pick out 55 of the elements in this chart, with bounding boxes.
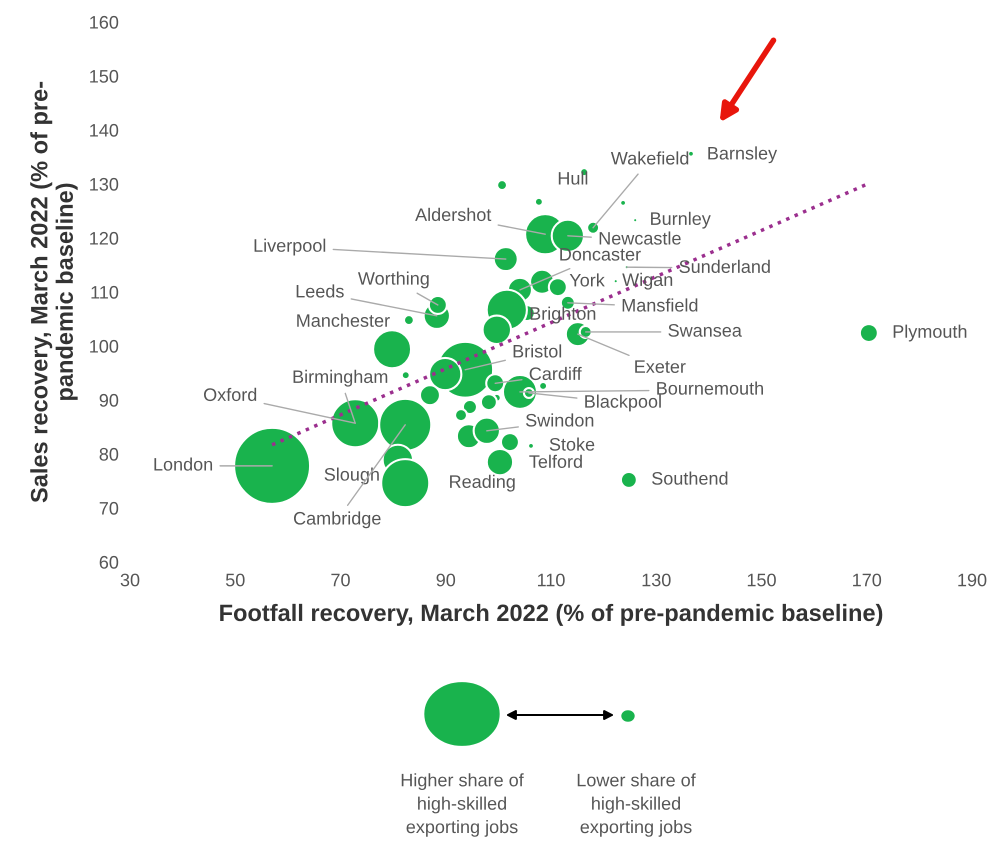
- y-tick-label: 80: [100, 448, 118, 461]
- annotation: Blackpool: [585, 394, 661, 412]
- x-axis-title: Footfall recovery, March 2022 (% of pre-pandemic baseline): [220, 604, 882, 626]
- annotation: Swansea: [668, 324, 742, 337]
- annotation: Burnley: [651, 212, 711, 229]
- annotation: Reading: [450, 474, 515, 492]
- annotation: Cambridge: [294, 511, 381, 528]
- annotation: Slough: [324, 468, 379, 484]
- annotation: Leeds: [296, 284, 344, 298]
- annotation: London: [154, 457, 212, 471]
- x-tick-label: 70: [331, 574, 350, 586]
- y-tick-label: 70: [100, 502, 118, 515]
- y-tick-label: 150: [90, 70, 118, 83]
- x-tick-label: 190: [958, 574, 986, 586]
- annotation: Exeter: [635, 360, 686, 373]
- annotation: Liverpool: [254, 238, 326, 256]
- x-tick-label: 150: [748, 574, 776, 586]
- x-tick-label: 30: [120, 574, 140, 586]
- y-tick-label: 90: [100, 394, 118, 407]
- annotation: Cardiff: [530, 366, 582, 380]
- annotation: Southend: [652, 472, 728, 485]
- annotation: Aldershot: [415, 208, 492, 222]
- x-tick-label: 170: [853, 574, 882, 586]
- y-tick-label: 160: [90, 16, 118, 29]
- x-tick-label: 50: [226, 574, 245, 586]
- annotation: York: [570, 273, 605, 287]
- annotation: Bristol: [514, 344, 562, 358]
- annotation: Manchester: [297, 314, 390, 327]
- x-tick-label: 90: [436, 574, 456, 586]
- text: Lower share of high-skilled exporting jobs: [578, 773, 696, 837]
- y-tick-label: 100: [90, 340, 118, 353]
- annotation: Plymouth: [894, 324, 966, 342]
- annotation: Doncaster: [560, 248, 641, 261]
- annotation: Newcastle: [600, 231, 681, 245]
- y-axis-title: Sales recovery, March 2022 (% of pre- pandemic baseline): [30, 82, 78, 502]
- y-tick-label: 120: [90, 232, 118, 245]
- annotation: Mansfield: [622, 298, 698, 312]
- x-tick-label: 110: [538, 574, 565, 586]
- x-tick-label: 130: [642, 574, 671, 586]
- annotation: Bournemouth: [657, 381, 763, 395]
- annotation: Worthing: [358, 272, 429, 288]
- y-tick-label: 130: [90, 178, 118, 191]
- annotation: Wakefield: [610, 151, 688, 165]
- annotation: Stoke: [550, 437, 594, 451]
- y-tick-label: 60: [100, 556, 118, 569]
- y-tick-label: 110: [91, 286, 118, 299]
- y-tick-label: 140: [90, 124, 118, 137]
- annotation: Hull: [558, 171, 588, 185]
- annotation: Sunderland: [679, 260, 770, 274]
- annotation: Oxford: [204, 388, 256, 402]
- text: Higher share of high-skilled exporting jobs: [402, 773, 524, 837]
- annotation: Birmingham: [294, 370, 388, 387]
- annotation: Telford: [529, 454, 582, 468]
- annotation: Barnsley: [708, 146, 778, 164]
- annotation: Swindon: [526, 413, 594, 427]
